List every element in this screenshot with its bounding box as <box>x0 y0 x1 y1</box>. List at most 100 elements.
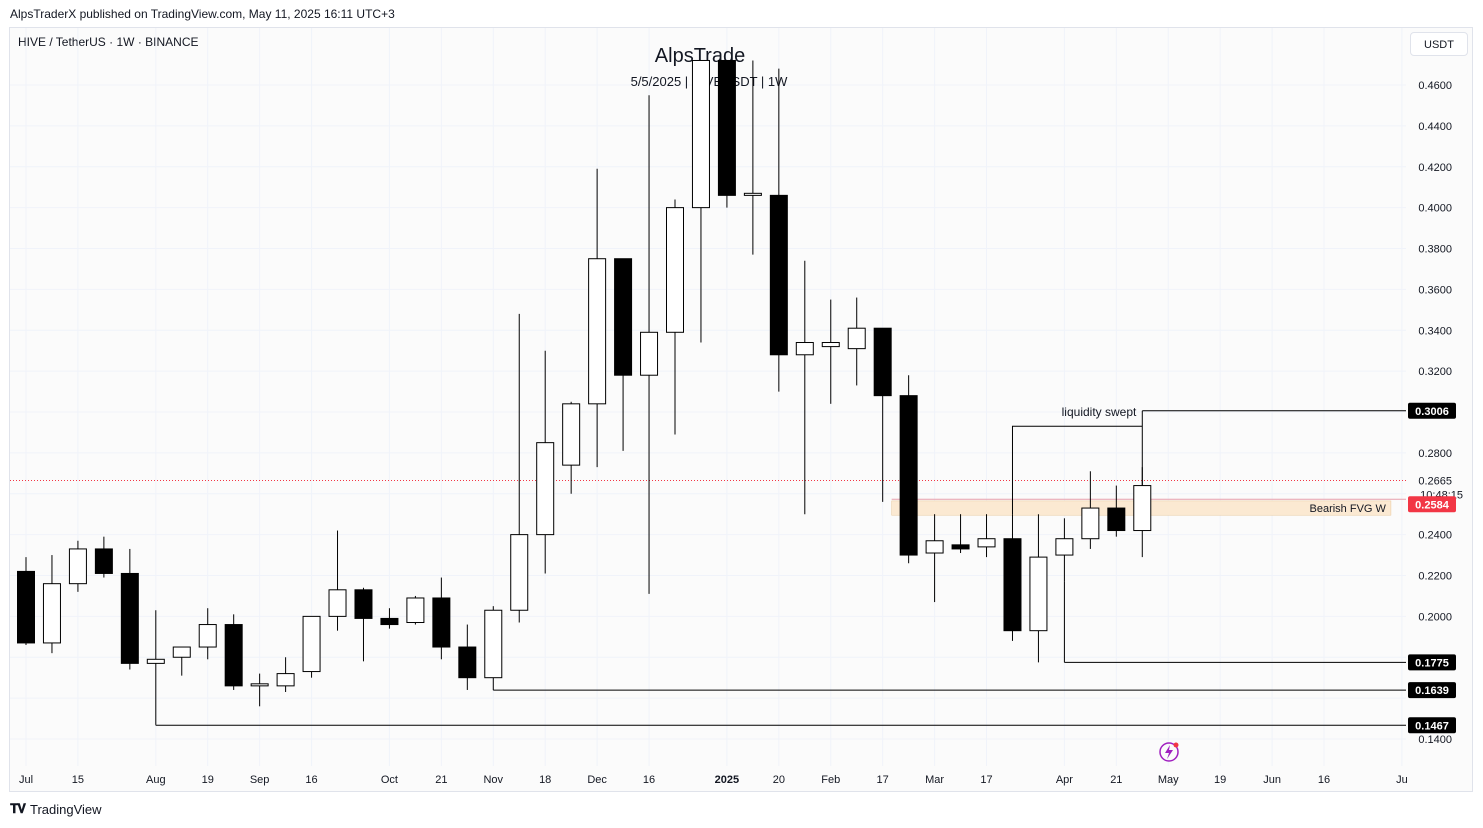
y-tick-label: 0.3600 <box>1418 284 1452 296</box>
x-tick-label: 16 <box>643 774 655 786</box>
bull-candle[interactable] <box>847 327 866 350</box>
x-tick-label: 18 <box>539 774 551 786</box>
level-price-label-bg <box>1408 717 1456 734</box>
x-tick-label: Ju <box>1396 774 1408 786</box>
bear-candle[interactable] <box>1107 507 1126 532</box>
bull-candle[interactable] <box>276 673 295 687</box>
bear-candle[interactable] <box>1003 538 1022 632</box>
x-tick-label: 17 <box>877 774 889 786</box>
bear-candle[interactable] <box>873 327 892 397</box>
bull-candle[interactable] <box>562 403 581 466</box>
bull-candle[interactable] <box>743 192 762 196</box>
x-tick-label: 19 <box>1214 774 1226 786</box>
current-price-label: 0.2584 <box>1415 499 1450 511</box>
bear-candle[interactable] <box>94 548 113 574</box>
symbol-legend[interactable]: HIVE / TetherUS · 1W · BINANCE <box>18 35 199 49</box>
bear-candle[interactable] <box>951 544 970 550</box>
bear-candle[interactable] <box>120 572 139 664</box>
level-price-label-bg <box>1408 654 1456 671</box>
lightning-bolt-icon <box>1165 745 1173 759</box>
last-close-label: 0.2665 <box>1418 475 1452 487</box>
bull-candle[interactable] <box>198 624 217 648</box>
x-tick-label: Feb <box>821 774 840 786</box>
x-tick-label: Jul <box>19 774 33 786</box>
x-tick-label: Mar <box>925 774 944 786</box>
x-tick-label: 21 <box>435 774 447 786</box>
bull-candle[interactable] <box>1081 507 1100 540</box>
bull-candle[interactable] <box>1029 556 1048 632</box>
y-tick-label: 0.2200 <box>1418 571 1452 583</box>
bull-candle[interactable] <box>484 609 503 679</box>
level-price-label: 0.1639 <box>1415 685 1449 697</box>
bull-candle[interactable] <box>406 597 425 624</box>
lightning-icon[interactable] <box>1159 742 1179 762</box>
bull-candle[interactable] <box>1055 538 1074 556</box>
bear-candle[interactable] <box>224 624 243 687</box>
bull-candle[interactable] <box>588 258 607 405</box>
bull-candle[interactable] <box>250 683 269 687</box>
bear-candle[interactable] <box>769 194 788 356</box>
bull-candle[interactable] <box>640 331 659 376</box>
bear-candle[interactable] <box>354 589 373 619</box>
x-tick-label: Apr <box>1056 774 1073 786</box>
tradingview-logo-icon: 𝐓𝐕 <box>10 801 26 816</box>
notification-dot-icon <box>1173 742 1179 748</box>
y-tick-label: 0.4000 <box>1418 203 1452 215</box>
currency-button[interactable]: USDT <box>1410 32 1468 56</box>
footer-brand[interactable]: 𝐓𝐕 TradingView <box>10 801 102 817</box>
level-price-label: 0.1467 <box>1415 720 1449 732</box>
x-tick-label: 2025 <box>715 774 739 786</box>
bull-candle[interactable] <box>302 615 321 673</box>
bull-candle[interactable] <box>666 207 684 333</box>
bear-candle[interactable] <box>717 59 736 196</box>
bull-candle[interactable] <box>977 538 996 548</box>
bull-candle[interactable] <box>691 59 710 209</box>
bull-candle[interactable] <box>821 342 840 348</box>
x-tick-label: Nov <box>483 774 503 786</box>
bear-candle[interactable] <box>17 570 35 644</box>
x-tick-label: Aug <box>146 774 166 786</box>
x-tick-label: 19 <box>202 774 214 786</box>
bull-candle[interactable] <box>328 589 347 617</box>
bull-candle[interactable] <box>925 540 944 554</box>
x-tick-label: 17 <box>980 774 992 786</box>
y-tick-label: 0.3200 <box>1418 366 1452 378</box>
bear-candle[interactable] <box>899 395 918 556</box>
y-tick-label: 0.4400 <box>1418 121 1452 133</box>
level-price-label-bg <box>1408 682 1456 699</box>
bull-candle[interactable] <box>68 548 87 585</box>
candles-group <box>17 59 1152 725</box>
bull-candle[interactable] <box>536 442 555 536</box>
bull-candle[interactable] <box>1133 485 1152 532</box>
x-tick-label: 16 <box>305 774 317 786</box>
x-tick-label: May <box>1158 774 1179 786</box>
x-tick-label: 15 <box>72 774 84 786</box>
bull-candle[interactable] <box>146 658 165 664</box>
bull-candle[interactable] <box>510 534 529 611</box>
liquidity-swept-label: liquidity swept <box>1062 405 1137 419</box>
x-tick-label: 20 <box>773 774 785 786</box>
bear-candle[interactable] <box>432 597 451 648</box>
level-price-label: 0.3006 <box>1415 406 1449 418</box>
x-tick-label: Jun <box>1263 774 1281 786</box>
bear-candle[interactable] <box>380 617 399 626</box>
y-tick-label: 0.1400 <box>1418 734 1452 746</box>
bull-candle[interactable] <box>42 583 61 644</box>
y-tick-label: 0.2400 <box>1418 530 1452 542</box>
y-tick-label: 0.2000 <box>1418 611 1452 623</box>
fvg-label: Bearish FVG W <box>1310 503 1387 515</box>
bull-candle[interactable] <box>795 342 814 356</box>
footer-brand-label: TradingView <box>30 801 102 817</box>
bear-candle[interactable] <box>614 258 633 376</box>
liquidity-line <box>1011 425 1143 515</box>
x-tick-label: 21 <box>1110 774 1122 786</box>
bear-candle[interactable] <box>458 646 477 679</box>
y-tick-label: 0.2800 <box>1418 448 1452 460</box>
y-tick-label: 0.4200 <box>1418 162 1452 174</box>
bull-candle[interactable] <box>172 646 191 658</box>
x-tick-label: Sep <box>250 774 270 786</box>
publish-info: AlpsTraderX published on TradingView.com… <box>10 7 395 21</box>
y-tick-label: 0.4600 <box>1418 80 1452 92</box>
chart-pane[interactable] <box>9 27 1473 792</box>
